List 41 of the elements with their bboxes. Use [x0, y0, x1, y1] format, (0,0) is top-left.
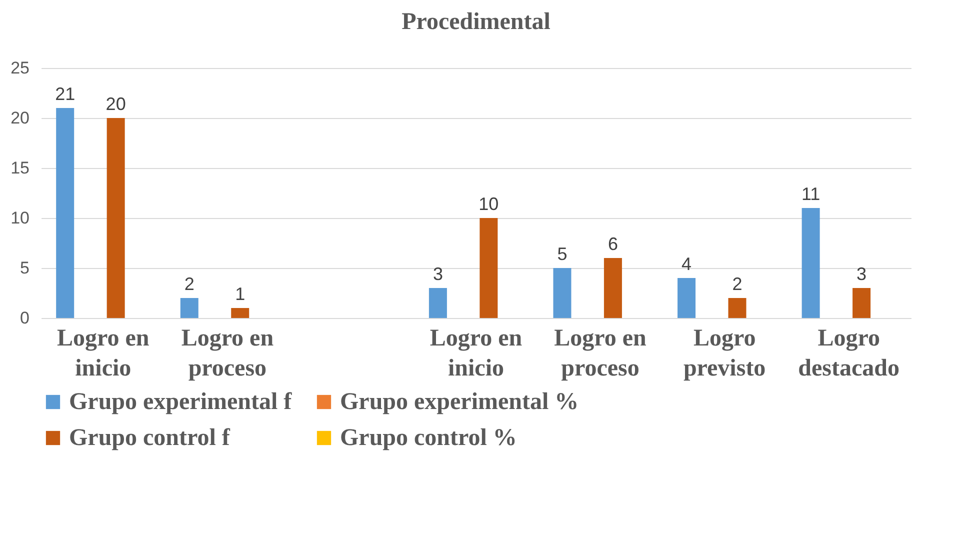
data-label: 6: [608, 234, 618, 254]
y-tick-label: 0: [20, 308, 30, 328]
data-label: 4: [682, 254, 692, 274]
legend-label: Grupo control %: [340, 425, 517, 451]
data-label: 11: [801, 184, 820, 204]
legend-label: Grupo experimental %: [340, 389, 579, 415]
bar: [802, 208, 820, 318]
bar: [231, 308, 250, 318]
bar: [106, 118, 125, 318]
y-tick-label: 5: [20, 258, 30, 278]
bar: [728, 298, 746, 318]
bar: [428, 288, 447, 318]
data-label: 2: [184, 274, 194, 294]
y-tick-label: 10: [10, 208, 30, 228]
data-label: 1: [235, 284, 246, 304]
x-tick-label: Logro en proceso: [554, 326, 646, 382]
x-tick-label: Logro destacado: [798, 326, 900, 382]
data-label: 10: [478, 194, 499, 214]
bar: [180, 298, 198, 318]
x-tick-label: Logro en proceso: [181, 326, 274, 382]
y-tick-label: 20: [10, 108, 30, 128]
data-label: 21: [55, 84, 76, 104]
bar: [56, 108, 74, 318]
x-tick-label: Logro previsto: [683, 326, 766, 382]
bar: [553, 268, 572, 318]
bar: [852, 288, 871, 318]
y-tick-label: 25: [10, 58, 30, 78]
data-label: 3: [432, 264, 443, 284]
data-label: 2: [732, 274, 742, 294]
y-tick-label: 15: [10, 158, 30, 178]
legend-label: Grupo experimental f: [69, 389, 293, 415]
legend-label: Grupo control f: [69, 425, 231, 451]
data-label: 3: [856, 264, 867, 284]
bar: [480, 218, 498, 318]
data-label: 20: [106, 94, 126, 114]
x-tick-label: Logro en inicio: [430, 326, 522, 382]
data-label: 5: [557, 244, 568, 264]
bar: [604, 258, 622, 318]
x-tick-label: Logro en inicio: [57, 326, 150, 382]
chart-title: Procedimental: [402, 9, 551, 35]
bar: [678, 278, 696, 318]
